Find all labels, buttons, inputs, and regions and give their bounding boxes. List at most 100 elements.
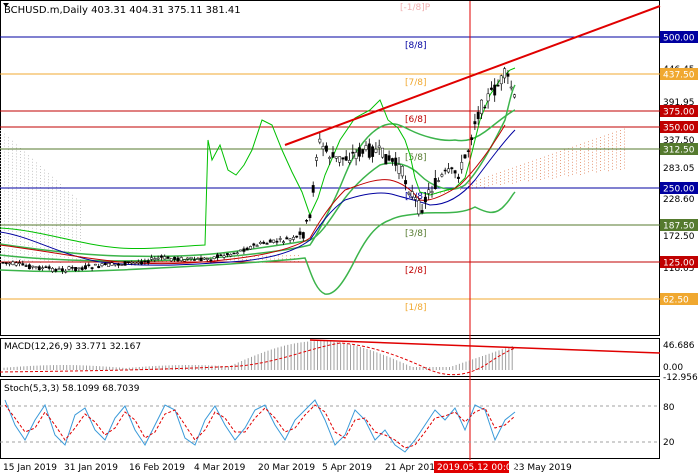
cloud-dot xyxy=(36,219,37,221)
price-tick: 391.95 xyxy=(663,98,695,108)
cloud-dot xyxy=(556,167,557,169)
cloud-dot xyxy=(0,169,1,170)
cloud-dot xyxy=(592,154,593,156)
cloud-dot xyxy=(600,146,601,147)
candle-body xyxy=(57,268,61,270)
cloud-dot xyxy=(60,235,61,236)
cloud-dot xyxy=(80,223,81,224)
candle-body xyxy=(506,73,510,77)
candle-body xyxy=(4,262,8,264)
cloud-dot xyxy=(20,157,21,158)
cloud-dot xyxy=(560,151,561,152)
cloud-dot xyxy=(80,208,81,209)
stoch-panel[interactable] xyxy=(0,379,660,459)
cloud-dot xyxy=(588,141,589,143)
cloud-dot xyxy=(262,258,263,260)
cloud-dot xyxy=(40,259,41,260)
cloud-dot xyxy=(68,233,69,235)
cloud-dot xyxy=(44,217,45,219)
cloud-dot xyxy=(448,190,449,192)
collapse-arrow-icon[interactable] xyxy=(3,3,9,7)
price-badge xyxy=(660,219,698,231)
cloud-dot xyxy=(16,180,17,182)
macd-divergence-line[interactable] xyxy=(309,339,661,354)
cloud-dot xyxy=(536,165,537,167)
cloud-dot xyxy=(616,140,617,142)
cloud-dot xyxy=(572,167,573,169)
price-badge-text: 250.00 xyxy=(663,185,695,195)
cloud-dot xyxy=(532,169,533,171)
cloud-dot xyxy=(40,238,41,239)
cloud-dot xyxy=(8,203,9,205)
cloud-dot xyxy=(32,245,33,247)
cloud-dot xyxy=(12,170,13,172)
candle-body xyxy=(31,265,35,268)
cloud-dot xyxy=(16,165,17,167)
cloud-dot xyxy=(64,241,65,243)
cloud-dot xyxy=(68,236,69,238)
cloud-dot xyxy=(32,215,33,217)
cloud-dot xyxy=(576,145,577,147)
cloud-dot xyxy=(32,167,33,169)
cloud-dot xyxy=(0,235,1,236)
cloud-dot xyxy=(616,155,617,157)
cloud-dot xyxy=(20,238,21,239)
cloud-dot xyxy=(32,164,33,166)
price-badge-text: 187.50 xyxy=(663,222,695,232)
cloud-dot xyxy=(532,160,533,162)
cloud-dot xyxy=(72,218,73,220)
cloud-dot xyxy=(72,215,73,217)
macd-histogram xyxy=(3,341,513,370)
cloud-dot xyxy=(596,138,597,140)
candle-body xyxy=(206,258,210,260)
cloud-dot xyxy=(624,164,625,166)
cloud-dot xyxy=(40,235,41,236)
cloud-dot xyxy=(552,168,553,170)
cloud-dot xyxy=(28,167,29,169)
cloud-dot xyxy=(624,161,625,163)
cloud-dot xyxy=(76,237,77,239)
cloud-dot xyxy=(56,207,57,209)
cloud-dot xyxy=(214,259,215,261)
candle-body xyxy=(513,94,516,98)
cloud-dot xyxy=(588,147,589,149)
candle-body xyxy=(394,157,398,166)
cloud-dot xyxy=(52,257,53,259)
cloud-dot xyxy=(20,199,21,200)
cloud-dot xyxy=(620,157,621,158)
cloud-dot xyxy=(60,190,61,191)
cloud-dot xyxy=(64,196,65,198)
price-panel[interactable] xyxy=(0,0,660,336)
trend-line[interactable] xyxy=(284,5,661,146)
cloud-dot xyxy=(496,176,497,178)
cloud-dot xyxy=(496,173,497,175)
cloud-dot xyxy=(48,257,49,259)
cloud-dot xyxy=(48,188,49,190)
cloud-dot xyxy=(12,164,13,166)
cloud-dot xyxy=(28,203,29,205)
candle-body xyxy=(47,266,51,269)
cloud-dot xyxy=(8,212,9,214)
candle-body xyxy=(199,257,203,262)
cloud-dot xyxy=(44,208,45,210)
cloud-dot xyxy=(36,165,37,167)
cloud-dot xyxy=(528,165,529,167)
cloud-dot xyxy=(210,256,211,258)
cloud-dot xyxy=(36,255,37,257)
cloud-dot xyxy=(492,183,493,185)
cloud-dot xyxy=(584,166,585,168)
cloud-dot xyxy=(556,158,557,160)
candle-body xyxy=(242,248,246,252)
cloud-dot xyxy=(36,177,37,179)
cloud-dot xyxy=(64,205,65,207)
cloud-dot xyxy=(16,186,17,188)
cloud-dot xyxy=(60,238,61,239)
cloud-dot xyxy=(496,182,497,184)
cloud-dot xyxy=(608,164,609,166)
candle-body xyxy=(417,200,421,215)
candle-body xyxy=(367,143,371,158)
candle-body xyxy=(321,146,325,150)
cloud-dot xyxy=(500,181,501,182)
cloud-dot xyxy=(56,246,57,248)
